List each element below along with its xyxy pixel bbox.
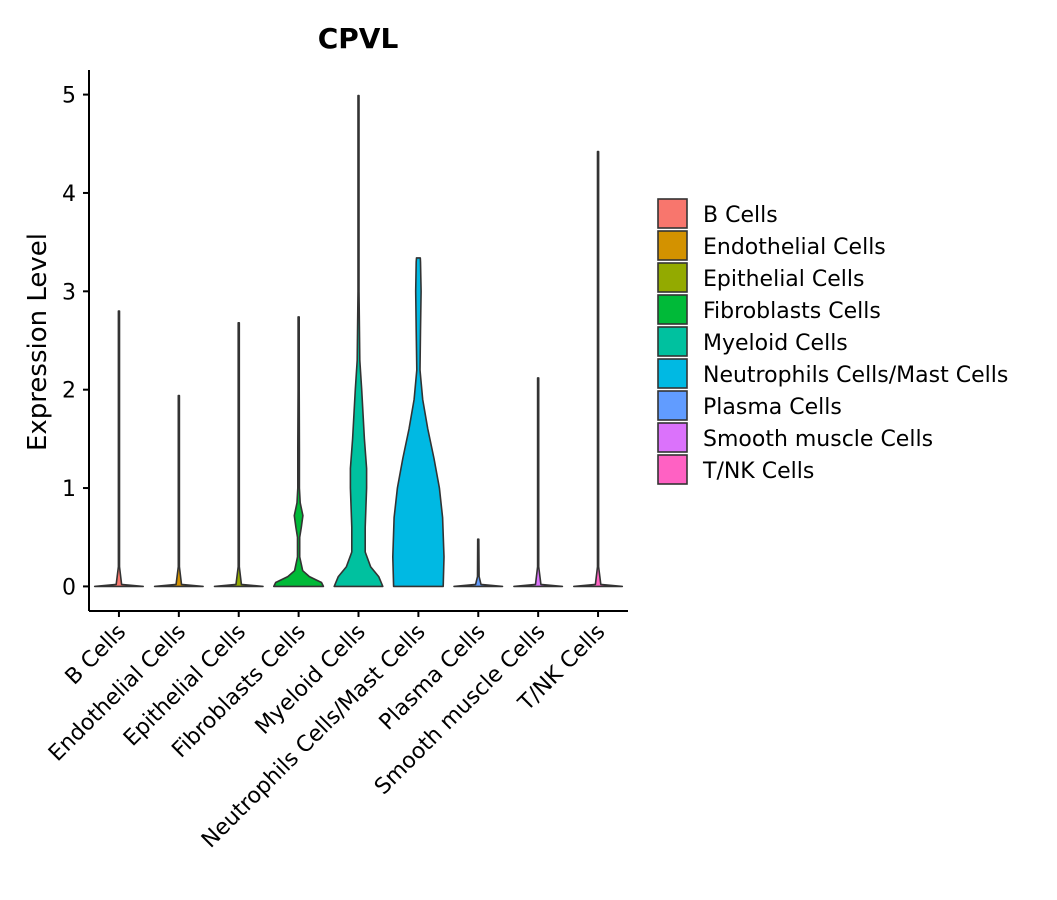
y-tick-label: 0	[62, 575, 76, 600]
violin-plasma-cells	[453, 538, 504, 588]
y-tick-label: 3	[62, 280, 76, 305]
legend-label: B Cells	[703, 203, 778, 228]
legend-swatch	[657, 230, 688, 261]
y-tick-label: 4	[62, 182, 76, 207]
legend-swatch	[657, 326, 688, 357]
violin-neutrophils-cells-mast-cells	[392, 257, 445, 588]
legend-swatch	[657, 422, 688, 453]
violin-t-nk-cells	[573, 150, 624, 588]
legend-label: Fibroblasts Cells	[703, 299, 881, 324]
legend-label: Epithelial Cells	[703, 267, 864, 292]
violin-myeloid-cells	[333, 94, 384, 588]
violin-smooth-muscle-cells	[513, 377, 564, 588]
violin-endothelial-cells	[153, 394, 204, 588]
legend-swatch	[657, 294, 688, 325]
violin-fibroblasts-cells	[273, 316, 325, 588]
x-tick-label: Plasma Cells	[375, 620, 491, 736]
y-tick-label: 1	[62, 477, 76, 502]
y-tick-label: 2	[62, 379, 76, 404]
legend-label: Myeloid Cells	[703, 331, 848, 356]
legend-swatch	[657, 454, 688, 485]
legend-swatch	[657, 198, 688, 229]
legend-label: Endothelial Cells	[703, 235, 886, 260]
legend-label: T/NK Cells	[702, 459, 814, 484]
legend-label: Neutrophils Cells/Mast Cells	[703, 363, 1008, 388]
violin-b-cells	[93, 310, 144, 588]
y-axis-label: Expression Level	[23, 233, 53, 451]
y-tick-label: 5	[62, 84, 76, 109]
chart-title: CPVL	[318, 22, 399, 55]
violin-epithelial-cells	[213, 322, 264, 588]
legend: B Cells Endothelial Cells Epithelial Cells…	[657, 198, 1008, 485]
legend-label: Smooth muscle Cells	[703, 427, 933, 452]
legend-label: Plasma Cells	[703, 395, 842, 420]
legend-swatch	[657, 358, 688, 389]
legend-swatch	[657, 390, 688, 421]
legend-swatch	[657, 262, 688, 293]
